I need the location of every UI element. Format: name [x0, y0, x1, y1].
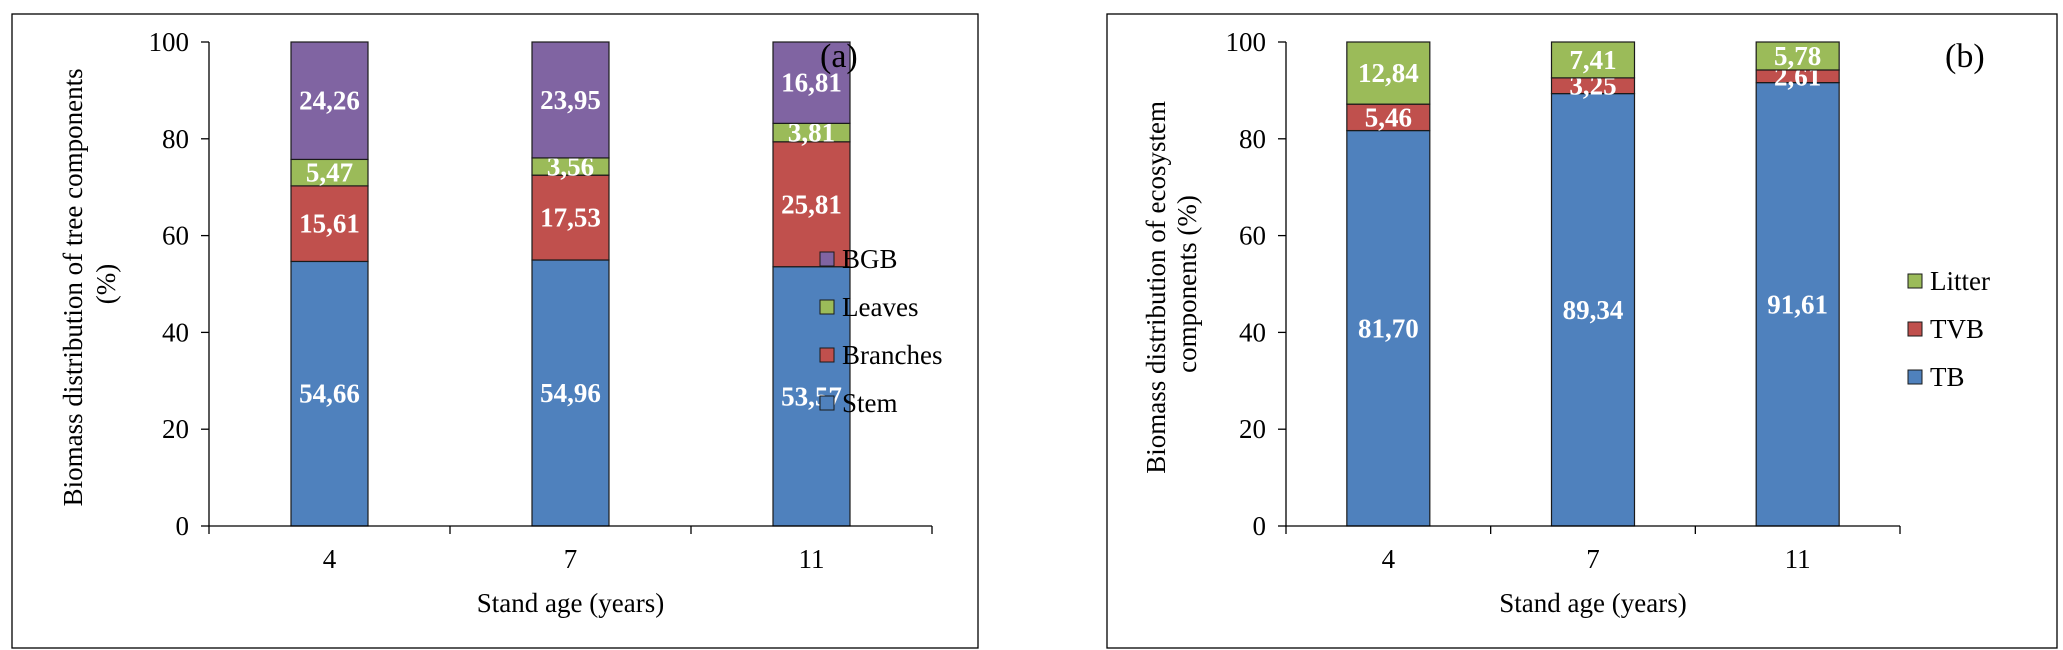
x-tick-label: 7: [564, 544, 578, 574]
legend-label: BGB: [842, 244, 898, 274]
data-label: 16,81: [781, 68, 842, 98]
data-label: 91,61: [1767, 289, 1828, 319]
y-tick-label: 0: [1253, 511, 1267, 541]
data-label: 54,96: [540, 378, 601, 408]
bar-segment: [1550, 92, 1636, 527]
bar-segment: [290, 185, 369, 263]
y-tick-label: 80: [1239, 124, 1266, 154]
legend-swatch: [819, 347, 835, 363]
bar-segment: [1346, 129, 1431, 527]
ticks-group: 4 7 11 0 20 40 60 80 100: [149, 27, 933, 574]
chart-panel-a: 54,6615,615,4724,2654,9617,533,5623,9553…: [11, 13, 979, 649]
bar-segment: [1755, 41, 1840, 71]
y-axis-title: Biomass distribution of ecosystem compon…: [1141, 94, 1202, 473]
data-label: 23,95: [540, 85, 601, 115]
data-label: 5,46: [1365, 102, 1412, 132]
y-axis-title-line-2: (%): [91, 264, 121, 304]
x-tick-label: 4: [1382, 544, 1396, 574]
legend-swatch: [819, 395, 835, 411]
y-tick-label: 40: [162, 317, 189, 347]
bar-segment: [1550, 41, 1636, 79]
y-tick-label: 20: [1239, 414, 1266, 444]
bar-segment: [1346, 103, 1431, 132]
legend-label: TVB: [1930, 314, 1984, 344]
y-axis-title-line-2: components (%): [1172, 195, 1202, 373]
legend-swatch: [1907, 369, 1923, 385]
chart-frame: [1106, 13, 2058, 649]
data-label: 12,84: [1358, 58, 1419, 88]
x-tick-label: 4: [323, 544, 337, 574]
y-tick-label: 60: [162, 221, 189, 251]
data-label: 17,53: [540, 203, 601, 233]
bars-group: 54,6615,615,4724,2654,9617,533,5623,9553…: [290, 41, 851, 527]
bar-segment: [1755, 82, 1840, 527]
bar-segment: [772, 41, 851, 124]
legend: Litter TVB TB: [1907, 266, 1990, 392]
y-tick-label: 100: [1226, 27, 1267, 57]
legend-label: TB: [1930, 362, 1965, 392]
y-tick-label: 80: [162, 124, 189, 154]
y-axis-title-line-1: Biomass distribution of ecosystem: [1141, 101, 1171, 474]
data-label: 24,26: [299, 86, 360, 116]
legend-label: Litter: [1930, 266, 1990, 296]
data-label: 54,66: [299, 379, 360, 409]
y-tick-label: 0: [176, 511, 190, 541]
x-tick-label: 11: [1785, 544, 1811, 574]
data-label: 81,70: [1358, 313, 1419, 343]
data-label: 25,81: [781, 189, 842, 219]
bar-segment: [1346, 41, 1431, 105]
bar-segment: [772, 141, 851, 268]
bar-segment: [772, 266, 851, 527]
bar-segment: [290, 41, 369, 161]
legend-swatch: [819, 251, 835, 267]
chart-frame: [11, 13, 979, 649]
data-label: 5,47: [306, 158, 353, 188]
legend-label: Branches: [842, 340, 942, 370]
y-tick-label: 20: [162, 414, 189, 444]
bar-segment: [531, 174, 610, 261]
legend-swatch: [1907, 321, 1923, 337]
x-tick-label: 7: [1586, 544, 1600, 574]
legend-swatch: [819, 299, 835, 315]
y-axis-title-line-1: Biomass distribution of tree components: [58, 68, 88, 506]
legend: BGB Leaves Branches Stem: [819, 244, 942, 418]
legend-label: Leaves: [842, 292, 918, 322]
panel-tag: (a): [820, 38, 858, 75]
bar-segment: [531, 41, 610, 159]
data-label: 5,78: [1774, 41, 1821, 71]
y-axis-title: Biomass distribution of tree components …: [58, 62, 121, 507]
x-tick-label: 11: [799, 544, 825, 574]
legend-swatch: [1907, 273, 1923, 289]
y-tick-label: 100: [149, 27, 190, 57]
x-axis-title: Stand age (years): [477, 588, 664, 618]
x-axis-title: Stand age (years): [1499, 588, 1686, 618]
chart-panel-b: 81,705,4612,8489,343,257,4191,612,615,78…: [1106, 13, 2058, 649]
data-label: 15,61: [299, 209, 360, 239]
data-label: 7,41: [1569, 45, 1616, 75]
y-tick-label: 60: [1239, 221, 1266, 251]
y-tick-label: 40: [1239, 317, 1266, 347]
legend-label: Stem: [842, 388, 898, 418]
data-label: 89,34: [1563, 295, 1624, 325]
panel-tag: (b): [1945, 38, 1985, 75]
ticks-group: 4 7 11 0 20 40 60 80 100: [1226, 27, 1901, 574]
